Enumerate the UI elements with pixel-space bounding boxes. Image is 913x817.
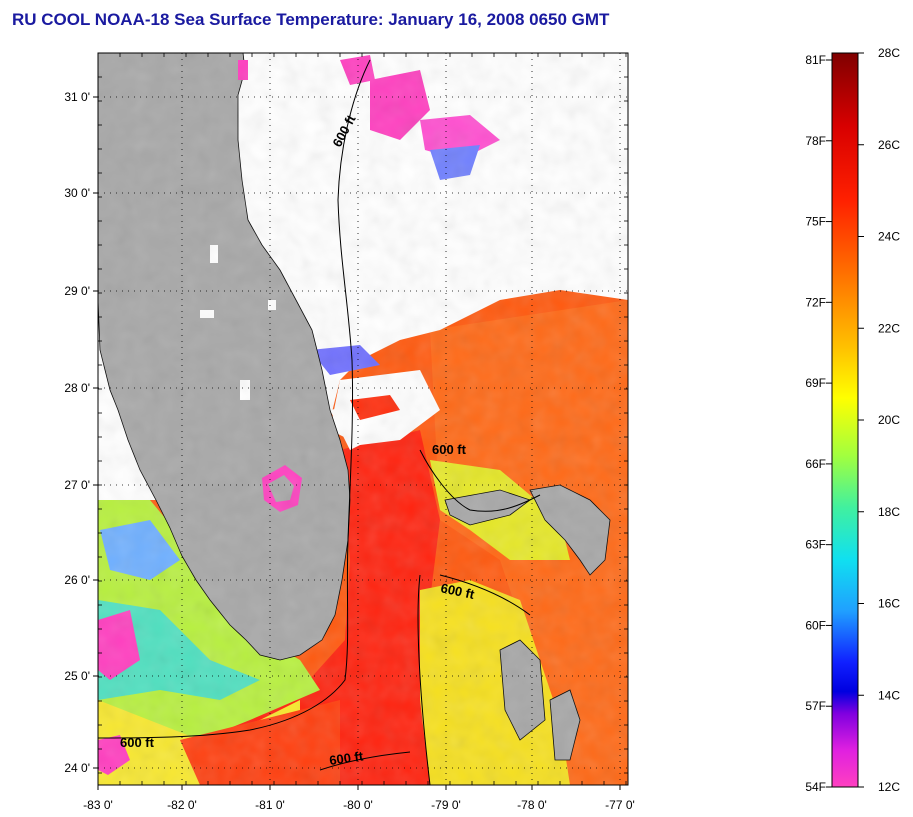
contour-600ft-main [98,59,371,739]
lon-tick-label: -82 0' [167,798,197,812]
colorbar-celsius-label: 22C [878,321,900,335]
lon-tick-label: -81 0' [255,798,285,812]
contour-label: 600 ft [439,580,476,602]
lat-tick-label: 29 0' [64,284,90,298]
colorbar-fahrenheit-label: 72F [805,295,826,309]
lat-tick-label: 31 0' [64,90,90,104]
lat-tick-label: 25 0' [64,669,90,683]
axis-ticks: 31 0' 30 0' 29 0' 28 0' 27 0' 26 0' 25 0' 24 0'… [64,52,635,812]
lon-tick-label: -78 0' [517,798,547,812]
lat-tick-label: 24 0' [64,761,90,775]
lat-tick-label: 28 0' [64,381,90,395]
map-title: RU COOL NOAA-18 Sea Surface Temperature:… [12,10,610,29]
colorbar-fahrenheit-label: 66F [805,457,826,471]
contour-600ft-south [417,574,431,785]
lat-tick-label: 30 0' [64,186,90,200]
contour-label: 600 ft [328,748,364,768]
lat-tick-label: 26 0' [64,573,90,587]
colorbar-celsius-label: 28C [878,46,900,60]
lat-tick-label: 27 0' [64,478,90,492]
map-plot-area [98,53,628,785]
colorbar-fahrenheit-label: 57F [805,699,826,713]
lon-tick-label: -80 0' [343,798,373,812]
colorbar-fahrenheit-label: 63F [805,538,826,552]
colorbar-fahrenheit-label: 69F [805,376,826,390]
contour-label: 600 ft [120,735,155,750]
colorbar-gradient [831,52,859,788]
lon-tick-label: -79 0' [431,798,461,812]
lon-tick-label: -83 0' [83,798,113,812]
lon-tick-label: -77 0' [605,798,635,812]
contour-600ft-bahama [419,449,541,512]
colorbar-celsius-label: 12C [878,780,900,794]
contour-600ft-keys [319,751,411,771]
colorbar-fahrenheit-label: 54F [805,780,826,794]
map-gridlines [98,53,628,785]
colorbar: 28C 26C 24C 22C 20C 18C 16C 14C 12C 81F 78F 75F 72F 6… [805,46,900,794]
colorbar-fahrenheit-label: 81F [805,53,826,67]
colorbar-celsius-label: 20C [878,413,900,427]
colorbar-celsius-label: 24C [878,230,900,244]
texture-overlay [98,53,628,785]
colorbar-celsius-label: 18C [878,505,900,519]
colorbar-fahrenheit-label: 78F [805,134,826,148]
colorbar-fahrenheit-label: 60F [805,618,826,632]
contour-label: 600 ft [432,442,467,457]
colorbar-celsius-label: 16C [878,597,900,611]
colorbar-celsius-label: 26C [878,138,900,152]
contour-600ft-east [439,574,531,616]
map-frame [97,52,629,786]
colorbar-fahrenheit-label: 75F [805,215,826,229]
colorbar-celsius-label: 14C [878,688,900,702]
